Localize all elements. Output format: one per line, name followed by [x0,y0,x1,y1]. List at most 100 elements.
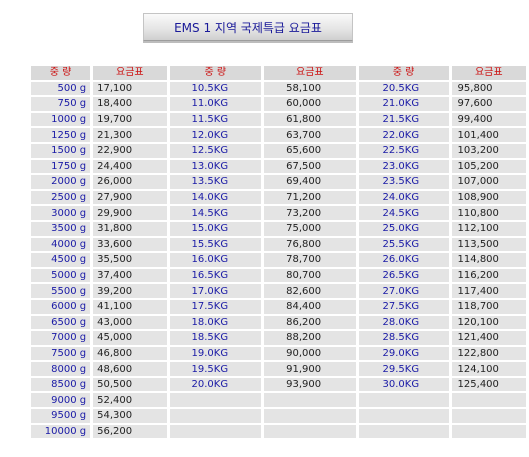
rate-g-cell: 43,000 [93,315,167,330]
rate-kg-1-cell: 58,100 [264,81,356,96]
rate-kg-2-cell: 118,700 [451,299,526,314]
table-row: 5500 g 39,200 17.0KG 82,600 27.0KG 117,400 [31,284,526,298]
weight-kg-2-cell: 26.5KG [358,268,449,283]
weight-kg-2-cell: 27.0KG [358,284,449,298]
rate-g-cell: 18,400 [93,97,167,111]
table-row: 9000 g 52,400 [31,393,526,408]
weight-kg-1-cell: 19.5KG [169,362,262,376]
table-row: 3500 g 31,800 15.0KG 75,000 25.0KG 112,100 [31,221,526,236]
weight-kg-1-cell: 18.5KG [169,331,262,345]
rate-kg-2-cell [451,393,526,408]
rate-kg-2-cell: 97,600 [451,97,526,111]
rate-kg-1-cell [264,393,356,408]
weight-kg-1-cell [169,424,262,439]
rate-kg-1-cell: 82,600 [264,284,356,298]
weight-kg-1-cell: 16.5KG [169,268,262,283]
table-row: 1000 g 19,700 11.5KG 61,800 21.5KG 99,400 [31,112,526,127]
rate-g-cell: 35,500 [93,253,167,267]
rate-kg-2-cell [451,424,526,439]
table-header-row: 중 량 요금표 중 량 요금표 중 량 요금표 [31,66,526,80]
rate-kg-2-cell: 112,100 [451,221,526,236]
rate-g-cell: 48,600 [93,362,167,376]
weight-kg-2-cell: 29.5KG [358,362,449,376]
rate-g-cell: 52,400 [93,393,167,408]
weight-g-cell: 1250 g [31,128,91,142]
rate-g-cell: 22,900 [93,143,167,158]
table-body: 500 g 17,100 10.5KG 58,100 20.5KG 95,800 750 g… [31,81,526,439]
rate-kg-1-cell: 93,900 [264,377,356,392]
table-row: 7500 g 46,800 19.0KG 90,000 29.0KG 122,800 [31,346,526,361]
rate-kg-1-cell: 78,700 [264,253,356,267]
weight-kg-1-cell: 11.0KG [169,97,262,111]
weight-kg-2-cell: 28.0KG [358,315,449,330]
rate-kg-1-cell: 73,200 [264,206,356,220]
rate-kg-1-cell: 65,600 [264,143,356,158]
rate-g-cell: 54,300 [93,409,167,423]
weight-g-cell: 3000 g [31,206,91,220]
weight-kg-1-cell: 12.0KG [169,128,262,142]
rate-kg-2-cell: 110,800 [451,206,526,220]
weight-kg-2-cell: 27.5KG [358,299,449,314]
weight-g-cell: 7500 g [31,346,91,361]
weight-kg-1-cell [169,393,262,408]
rate-kg-2-cell: 125,400 [451,377,526,392]
rate-kg-1-cell [264,409,356,423]
rate-kg-2-cell: 120,100 [451,315,526,330]
weight-g-cell: 8500 g [31,377,91,392]
header-rate-2: 요금표 [264,66,356,80]
rate-kg-1-cell: 67,500 [264,159,356,174]
weight-kg-1-cell: 17.5KG [169,299,262,314]
table-row: 1500 g 22,900 12.5KG 65,600 22.5KG 103,200 [31,143,526,158]
table-row: 10000 g 56,200 [31,424,526,439]
rate-g-cell: 46,800 [93,346,167,361]
rate-kg-2-cell: 113,500 [451,237,526,252]
table-row: 4000 g 33,600 15.5KG 76,800 25.5KG 113,500 [31,237,526,252]
rate-g-cell: 31,800 [93,221,167,236]
weight-kg-2-cell: 30.0KG [358,377,449,392]
table-row: 1750 g 24,400 13.0KG 67,500 23.0KG 105,200 [31,159,526,174]
weight-kg-1-cell: 19.0KG [169,346,262,361]
weight-kg-2-cell: 24.0KG [358,190,449,205]
rate-kg-2-cell: 108,900 [451,190,526,205]
weight-kg-1-cell: 14.0KG [169,190,262,205]
weight-g-cell: 7000 g [31,331,91,345]
weight-g-cell: 750 g [31,97,91,111]
weight-kg-2-cell: 25.5KG [358,237,449,252]
rate-kg-2-cell: 107,000 [451,175,526,189]
weight-kg-1-cell: 15.5KG [169,237,262,252]
rate-g-cell: 24,400 [93,159,167,174]
weight-kg-2-cell: 20.5KG [358,81,449,96]
table-row: 6500 g 43,000 18.0KG 86,200 28.0KG 120,100 [31,315,526,330]
weight-kg-1-cell: 10.5KG [169,81,262,96]
rate-kg-2-cell: 99,400 [451,112,526,127]
table-row: 2000 g 26,000 13.5KG 69,400 23.5KG 107,000 [31,175,526,189]
header-weight-3: 중 량 [358,66,449,80]
rate-g-cell: 37,400 [93,268,167,283]
rate-kg-1-cell: 69,400 [264,175,356,189]
weight-kg-2-cell [358,393,449,408]
rate-kg-2-cell: 103,200 [451,143,526,158]
header-rate-1: 요금표 [93,66,167,80]
table-row: 4500 g 35,500 16.0KG 78,700 26.0KG 114,800 [31,253,526,267]
rate-kg-2-cell [451,409,526,423]
rate-kg-1-cell: 86,200 [264,315,356,330]
weight-kg-2-cell: 23.5KG [358,175,449,189]
rate-kg-2-cell: 95,800 [451,81,526,96]
rate-kg-1-cell: 91,900 [264,362,356,376]
table-row: 2500 g 27,900 14.0KG 71,200 24.0KG 108,900 [31,190,526,205]
rate-table: 중 량 요금표 중 량 요금표 중 량 요금표 500 g 17,100 10.5K… [28,64,529,440]
rate-kg-2-cell: 122,800 [451,346,526,361]
weight-kg-1-cell: 13.0KG [169,159,262,174]
weight-g-cell: 2500 g [31,190,91,205]
weight-kg-2-cell: 26.0KG [358,253,449,267]
rate-g-cell: 33,600 [93,237,167,252]
table-row: 8500 g 50,500 20.0KG 93,900 30.0KG 125,400 [31,377,526,392]
weight-g-cell: 1750 g [31,159,91,174]
weight-kg-2-cell: 25.0KG [358,221,449,236]
weight-g-cell: 9500 g [31,409,91,423]
table-row: 1250 g 21,300 12.0KG 63,700 22.0KG 101,400 [31,128,526,142]
rate-kg-2-cell: 116,200 [451,268,526,283]
rate-g-cell: 50,500 [93,377,167,392]
weight-g-cell: 9000 g [31,393,91,408]
weight-kg-1-cell: 18.0KG [169,315,262,330]
